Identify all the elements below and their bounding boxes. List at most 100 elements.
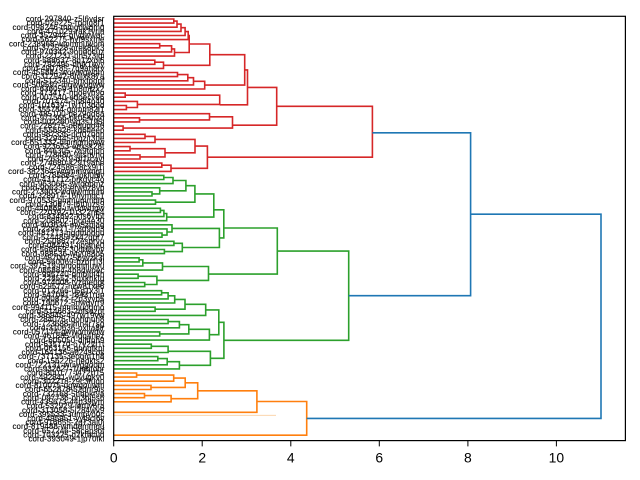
svg-text:cord-221231-un5z3jqi: cord-221231-un5z3jqi bbox=[26, 52, 105, 61]
svg-text:cord-490785-7q9ah8rv: cord-490785-7q9ah8rv bbox=[22, 64, 104, 73]
svg-text:cord-312942-6mjxk87a: cord-312942-6mjxk87a bbox=[22, 72, 105, 81]
svg-text:cord-995740-pmbjpi4h: cord-995740-pmbjpi4h bbox=[23, 270, 104, 279]
svg-text:cord-085884-4b8dwoec: cord-085884-4b8dwoec bbox=[19, 266, 104, 275]
svg-text:cord-397519-mmommuwu: cord-397519-mmommuwu bbox=[10, 262, 104, 271]
svg-text:cord-834692-kfs6vfpt: cord-834692-kfs6vfpt bbox=[28, 212, 105, 221]
svg-text:cord-355784-gpmm82i1: cord-355784-gpmm82i1 bbox=[19, 105, 105, 114]
svg-text:cord-923653-epxsk28t: cord-923653-epxsk28t bbox=[24, 142, 105, 151]
svg-text:cord-250867-r2esprvu: cord-250867-r2esprvu bbox=[25, 237, 105, 246]
svg-text:cord-556926-kd6fleep: cord-556926-kd6fleep bbox=[25, 126, 105, 135]
svg-text:cord-382364-wmmmmmgu: cord-382364-wmmmmmgu bbox=[8, 167, 104, 176]
svg-text:cord-724586-j8cx9j1i: cord-724586-j8cx9j1i bbox=[29, 163, 105, 172]
svg-text:cord-492841-w0vugkv0: cord-492841-w0vugkv0 bbox=[20, 373, 105, 382]
svg-text:cord-328914-16hymqc1: cord-328914-16hymqc1 bbox=[19, 192, 105, 201]
svg-text:cord-971366-pk054nzd: cord-971366-pk054nzd bbox=[21, 113, 104, 122]
svg-text:cord-310636-oxlta8ir: cord-310636-oxlta8ir bbox=[30, 323, 105, 332]
svg-text:cord-916655-2g73aj0j: cord-916655-2g73aj0j bbox=[25, 418, 104, 427]
svg-text:cord-313058-5j284wv9: cord-313058-5j284wv9 bbox=[22, 406, 105, 415]
svg-text:cord-635770-o7y22t1t: cord-635770-o7y22t1t bbox=[25, 340, 105, 349]
svg-text:cord-722131-wuwggoom: cord-722131-wuwggoom bbox=[15, 361, 104, 370]
svg-text:cord-906339-erw6z8vb: cord-906339-erw6z8vb bbox=[22, 183, 105, 192]
svg-text:cord-130679-t6t0uzs9: cord-130679-t6t0uzs9 bbox=[25, 200, 104, 209]
svg-text:cord-101639-1w103dgd: cord-101639-1w103dgd bbox=[19, 101, 105, 110]
svg-text:cord-629577-hcw81xe6: cord-629577-hcw81xe6 bbox=[20, 282, 105, 291]
svg-text:2: 2 bbox=[198, 449, 206, 465]
svg-text:cord-372528-nrek8pk3: cord-372528-nrek8pk3 bbox=[23, 43, 105, 52]
svg-text:cord-274680-k2919ahe: cord-274680-k2919ahe bbox=[21, 159, 105, 168]
svg-text:cord-190672-5nwqvrr9: cord-190672-5nwqvrr9 bbox=[23, 299, 105, 308]
svg-text:cord-063156-gnnqfkpl: cord-063156-gnnqfkpl bbox=[25, 344, 104, 353]
svg-text:cord-846305-7a9tgiqh: cord-846305-7a9tgiqh bbox=[25, 146, 105, 155]
svg-text:cord-785884-jpkl0blv: cord-785884-jpkl0blv bbox=[29, 171, 105, 180]
svg-text:cord-485100-pe29gd8a: cord-485100-pe29gd8a bbox=[20, 109, 105, 118]
svg-text:cord-487213-ggdmodgu: cord-487213-ggdmodgu bbox=[18, 229, 104, 238]
svg-text:cord-963066-3wtoobmz: cord-963066-3wtoobmz bbox=[19, 179, 104, 188]
svg-text:cord-156226-rjedkts2: cord-156226-rjedkts2 bbox=[28, 356, 105, 365]
svg-text:cord-228275-d8dudd46: cord-228275-d8dudd46 bbox=[20, 122, 104, 131]
svg-text:cord-352944-gfygwwqc: cord-352944-gfygwwqc bbox=[21, 31, 105, 40]
svg-text:4: 4 bbox=[287, 449, 295, 465]
svg-text:cord-097736-oh3hj5s6: cord-097736-oh3hj5s6 bbox=[23, 393, 104, 402]
svg-text:cord-284076-tqohmuh8: cord-284076-tqohmuh8 bbox=[20, 315, 104, 324]
svg-text:cord-800177-l472rl15: cord-800177-l472rl15 bbox=[27, 369, 105, 378]
svg-text:cord-588637-8q1zxoi6: cord-588637-8q1zxoi6 bbox=[24, 56, 105, 65]
svg-text:cord-002260-yq3s195j: cord-002260-yq3s195j bbox=[24, 118, 105, 127]
svg-text:cord-970535-gmmummdm: cord-970535-gmmummdm bbox=[9, 196, 104, 205]
svg-text:cord-657246-58cepsof: cord-657246-58cepsof bbox=[23, 426, 105, 435]
svg-text:cord-229471-l73d9ph3: cord-229471-l73d9ph3 bbox=[23, 225, 105, 234]
svg-text:8: 8 bbox=[464, 449, 472, 465]
svg-text:cord-732168-5hbpkt9a: cord-732168-5hbpkt9a bbox=[23, 389, 105, 398]
svg-text:cord-164136-a024scos: cord-164136-a024scos bbox=[22, 348, 105, 357]
svg-text:cord-792495-dhjk1eyy: cord-792495-dhjk1eyy bbox=[24, 60, 104, 69]
svg-text:cord-547091-r8431rup: cord-547091-r8431rup bbox=[24, 291, 105, 300]
svg-text:cord-386945-497w19vw: cord-386945-497w19vw bbox=[18, 311, 105, 320]
svg-text:cord-509597-mgwwogww: cord-509597-mgwwogww bbox=[13, 81, 105, 90]
svg-text:cord-238968-wmmmuwom: cord-238968-wmmmuwom bbox=[9, 39, 105, 48]
svg-text:cord-723688-lmn4r7sg: cord-723688-lmn4r7sg bbox=[23, 319, 105, 328]
svg-text:cord-329445-pqzit3ue: cord-329445-pqzit3ue bbox=[25, 134, 104, 143]
svg-text:cord-297840-z5l6vdsr: cord-297840-z5l6vdsr bbox=[26, 15, 105, 24]
svg-text:cord-987335-pcf07uqn: cord-987335-pcf07uqn bbox=[23, 130, 105, 139]
svg-text:cord-970342-9oudocuz: cord-970342-9oudocuz bbox=[21, 48, 104, 57]
svg-text:cord-974008-tyzmepgt: cord-974008-tyzmepgt bbox=[23, 278, 105, 287]
svg-text:cord-778480-9jrsnvnq: cord-778480-9jrsnvnq bbox=[25, 151, 104, 160]
svg-text:cord-532929-ier0v6ra: cord-532929-ier0v6ra bbox=[27, 402, 105, 411]
svg-text:cord-098246-mmgdwgmg: cord-098246-mmgdwgmg bbox=[12, 23, 104, 32]
svg-text:cord-431712-prkgyc4o: cord-431712-prkgyc4o bbox=[23, 175, 105, 184]
svg-text:cord-440869-uwddwugw: cord-440869-uwddwugw bbox=[16, 204, 104, 213]
svg-text:cord-495951-yyj5ci6v: cord-495951-yyj5ci6v bbox=[27, 414, 104, 423]
svg-text:cord-651332-dmmgmgww: cord-651332-dmmgmgww bbox=[11, 138, 105, 147]
svg-text:cord-932627-1uqbfobr: cord-932627-1uqbfobr bbox=[24, 365, 105, 374]
svg-text:cord-652878-52dnr9is: cord-652878-52dnr9is bbox=[25, 385, 105, 394]
svg-text:cord-057174-gwwomwdw: cord-057174-gwwomwdw bbox=[13, 328, 105, 337]
svg-text:cord-435673-44p39jym: cord-435673-44p39jym bbox=[21, 398, 104, 407]
svg-text:cord-994115-mmmuogmo: cord-994115-mmmuogmo bbox=[12, 303, 105, 312]
svg-text:0: 0 bbox=[110, 449, 118, 465]
svg-text:cord-988536-wty088o5: cord-988536-wty088o5 bbox=[22, 249, 105, 258]
svg-text:cord-461865-vldq4hez: cord-461865-vldq4hez bbox=[24, 332, 105, 341]
svg-text:cord-007540-edoecve6: cord-007540-edoecve6 bbox=[21, 93, 104, 102]
svg-text:cord-084491-ijoyjne0: cord-084491-ijoyjne0 bbox=[28, 241, 105, 250]
svg-text:cord-395533-3umpyo0c: cord-395533-3umpyo0c bbox=[19, 410, 105, 419]
svg-text:cord-514663-2bfsozpt: cord-514663-2bfsozpt bbox=[25, 307, 105, 316]
svg-text:cord-455884-wowwgwgm: cord-455884-wowwgwgm bbox=[13, 68, 105, 77]
svg-text:cord-090872-r2p3yvb5: cord-090872-r2p3yvb5 bbox=[23, 295, 105, 304]
svg-text:cord-512340-bhxtpdpf: cord-512340-bhxtpdpf bbox=[25, 76, 105, 85]
svg-text:cord-568969-30dn0yby: cord-568969-30dn0yby bbox=[21, 245, 104, 254]
svg-text:10: 10 bbox=[549, 449, 565, 465]
svg-text:cord-457007-5byvzk3i: cord-457007-5byvzk3i bbox=[25, 253, 105, 262]
svg-text:cord-701474-5n8i4p40: cord-701474-5n8i4p40 bbox=[23, 97, 105, 106]
svg-text:cord-471029-rak1vrjn: cord-471029-rak1vrjn bbox=[27, 27, 104, 36]
svg-text:cord-574485-2k42qpr7: cord-574485-2k42qpr7 bbox=[22, 233, 104, 242]
svg-text:cord-562275-hyf9sxme: cord-562275-hyf9sxme bbox=[22, 35, 105, 44]
svg-text:cord-263319-df1rcavi: cord-263319-df1rcavi bbox=[28, 155, 105, 164]
svg-text:cord-103225-g2ktbcud: cord-103225-g2ktbcud bbox=[23, 431, 104, 440]
svg-text:cord-603634-my5zpjag: cord-603634-my5zpjag bbox=[22, 221, 105, 230]
svg-text:cord-273903-wdwwmdum: cord-273903-wdwwmdum bbox=[12, 188, 104, 197]
svg-text:cord-393049-1jp70lkl: cord-393049-1jp70lkl bbox=[28, 435, 104, 444]
svg-text:cord-810075-ugwgouwm: cord-810075-ugwgouwm bbox=[15, 381, 104, 390]
svg-text:cord-026225-rpoig8f1: cord-026225-rpoig8f1 bbox=[27, 19, 105, 28]
svg-text:cord-636059-1n8mtzx2: cord-636059-1n8mtzx2 bbox=[21, 85, 104, 94]
svg-text:cord-302218-z9c3fuqu: cord-302218-z9c3fuqu bbox=[23, 377, 104, 386]
svg-text:cord-208802-jbcp4e30: cord-208802-jbcp4e30 bbox=[23, 216, 105, 225]
